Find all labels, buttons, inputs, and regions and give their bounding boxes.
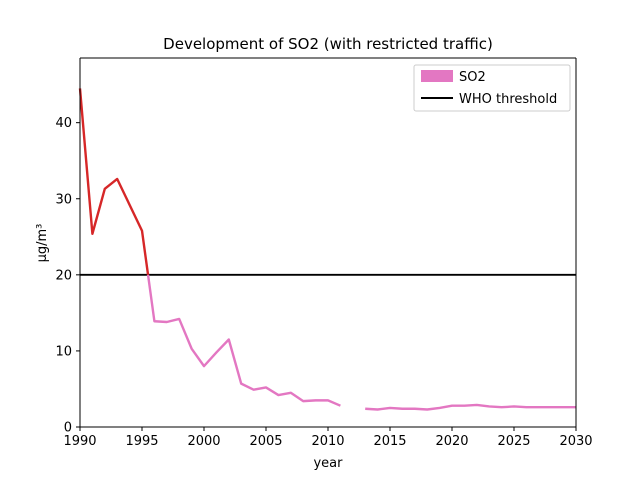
so2-line-segment-1-0: [365, 403, 576, 411]
legend-so2-swatch: [421, 70, 453, 82]
x-tick-label-2030: 2030: [559, 434, 592, 449]
y-tick-label-20: 20: [55, 268, 72, 283]
x-tick-label-1995: 1995: [125, 434, 158, 449]
x-tick-label-2010: 2010: [311, 434, 344, 449]
y-tick-label-10: 10: [55, 344, 72, 359]
y-tick-label-0: 0: [64, 421, 72, 436]
x-tick-label-1990: 1990: [63, 434, 96, 449]
y-axis-label: µg/m³: [35, 224, 50, 263]
x-tick-label-2005: 2005: [249, 434, 282, 449]
legend-threshold-label: WHO threshold: [459, 92, 557, 107]
legend-so2-label: SO2: [459, 70, 486, 85]
x-tick-label-2000: 2000: [187, 434, 220, 449]
so2-line-segment-0-0: [146, 274, 341, 407]
y-tick-label-40: 40: [55, 116, 72, 131]
x-axis-label: year: [313, 456, 343, 471]
plot-area: 1990 1995 2000 2005 2010 2015 2020 2025 20300102…: [55, 57, 593, 449]
x-tick-label-2015: 2015: [373, 434, 406, 449]
legend: SO2 WHO threshold: [413, 64, 571, 112]
x-tick-label-2025: 2025: [497, 434, 530, 449]
x-tick-label-2020: 2020: [435, 434, 468, 449]
so2-above-threshold-segment-0-0: [78, 88, 150, 276]
y-tick-label-30: 30: [55, 192, 72, 207]
chart-title: Development of SO2 (with restricted traf…: [163, 35, 493, 53]
